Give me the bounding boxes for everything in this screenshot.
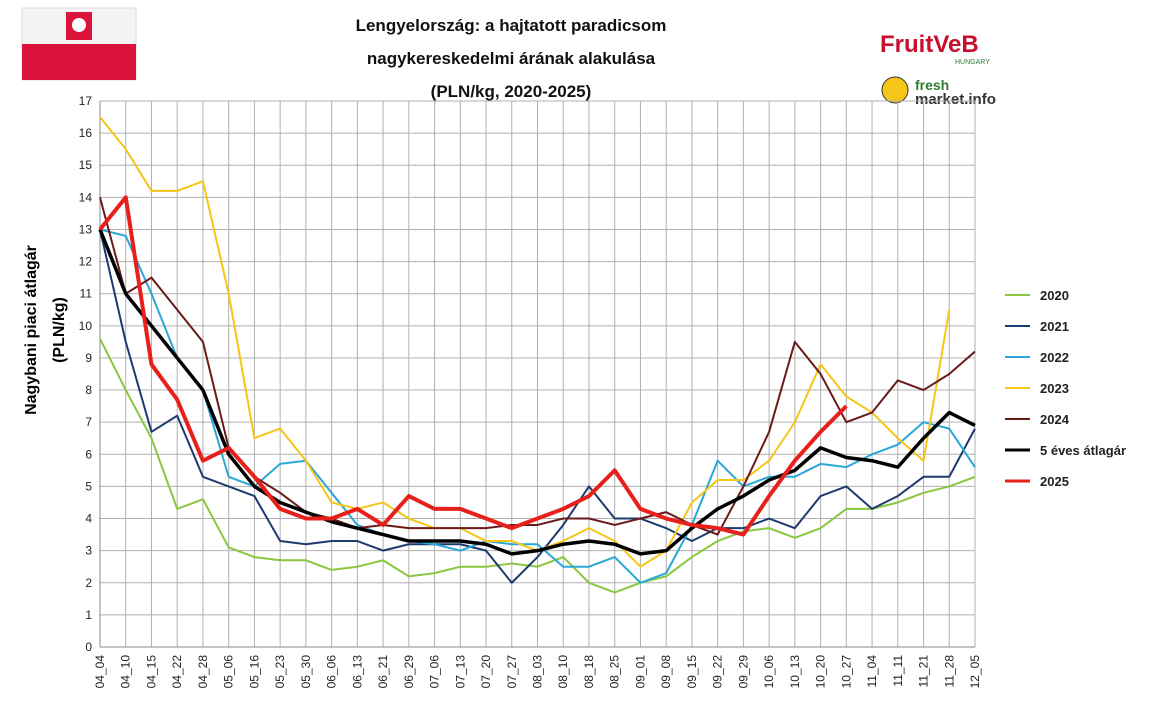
x-tick-label: 11_28 — [942, 655, 956, 688]
x-tick-label: 09_01 — [633, 655, 647, 689]
y-tick-label: 10 — [79, 319, 93, 333]
x-tick-label: 07_06 — [428, 655, 442, 689]
y-tick-label: 7 — [85, 415, 92, 429]
x-tick-label: 04_28 — [196, 655, 210, 689]
y-tick-label: 14 — [79, 190, 93, 204]
x-tick-label: 07_20 — [479, 655, 493, 689]
x-tick-label: 10_27 — [839, 655, 853, 689]
y-tick-label: 1 — [85, 608, 92, 622]
y-tick-label: 16 — [79, 126, 93, 140]
y-axis-title-line: (PLN/kg) — [51, 297, 68, 363]
y-tick-label: 3 — [85, 544, 92, 558]
y-tick-label: 4 — [85, 512, 92, 526]
y-axis-title-line: Nagybani piaci átlagár — [23, 245, 40, 415]
series-line — [99, 228, 976, 584]
legend-label: 5 éves átlagár — [1040, 443, 1126, 458]
chart-title: nagykereskedelmi árának alakulása — [367, 49, 656, 68]
y-tick-label: 15 — [79, 158, 93, 172]
legend-label: 2025 — [1040, 474, 1069, 489]
y-tick-label: 8 — [85, 383, 92, 397]
flag — [21, 7, 137, 81]
x-tick-label: 04_10 — [119, 655, 133, 689]
x-tick-label: 10_06 — [762, 655, 776, 689]
x-tick-label: 06_13 — [350, 655, 364, 689]
x-tick-label: 04_22 — [170, 655, 184, 689]
logo-text: HUNGARY — [955, 59, 990, 66]
x-tick-label: 07_13 — [453, 655, 467, 689]
x-tick-label: 06_21 — [376, 655, 390, 689]
logo-text: market.info — [915, 91, 996, 108]
x-tick-label: 09_29 — [736, 655, 750, 689]
x-tick-label: 09_08 — [659, 655, 673, 689]
x-tick-label: 11_21 — [917, 655, 931, 688]
x-tick-label: 11_04 — [865, 655, 879, 688]
x-tick-label: 05_06 — [222, 655, 236, 689]
series-line — [98, 228, 976, 556]
series-line — [99, 116, 951, 568]
y-tick-label: 13 — [79, 222, 93, 236]
logo-text: FruitVeB — [880, 31, 979, 58]
x-tick-label: 10_20 — [814, 655, 828, 689]
series-line — [98, 195, 848, 537]
legend-label: 2022 — [1040, 350, 1069, 365]
x-tick-label: 05_16 — [247, 655, 261, 689]
legend-label: 2024 — [1040, 412, 1070, 427]
chart-title: (PLN/kg, 2020-2025) — [431, 82, 592, 101]
series-line — [99, 338, 976, 594]
x-tick-label: 08_10 — [556, 655, 570, 689]
legend-label: 2021 — [1040, 319, 1069, 334]
x-tick-label: 08_03 — [531, 655, 545, 689]
chart-title: Lengyelország: a hajtatott paradicsom — [356, 16, 667, 35]
y-tick-label: 2 — [85, 576, 92, 590]
y-tick-label: 6 — [85, 447, 92, 461]
y-tick-label: 0 — [85, 640, 92, 654]
x-tick-label: 05_23 — [273, 655, 287, 689]
y-tick-label: 5 — [85, 479, 92, 493]
x-tick-label: 09_15 — [685, 655, 699, 689]
x-tick-label: 10_13 — [788, 655, 802, 689]
x-tick-label: 07_27 — [505, 655, 519, 689]
y-tick-label: 11 — [80, 287, 93, 301]
y-tick-label: 12 — [79, 255, 93, 269]
logo: FruitVeB HUNGARY fresh market.info — [880, 31, 996, 108]
x-tick-label: 04_04 — [93, 655, 107, 689]
x-tick-label: 12_05 — [968, 655, 982, 689]
x-tick-label: 08_25 — [608, 655, 622, 689]
y-tick-label: 17 — [79, 94, 93, 108]
x-tick-label: 05_30 — [299, 655, 313, 689]
legend-label: 2023 — [1040, 381, 1069, 396]
series-line — [99, 229, 976, 584]
y-tick-label: 9 — [85, 351, 92, 365]
x-tick-label: 08_18 — [582, 655, 596, 689]
x-tick-label: 06_06 — [325, 655, 339, 689]
x-tick-label: 06_29 — [402, 655, 416, 689]
y-axis-title: Nagybani piaci átlagár (PLN/kg) — [23, 245, 68, 415]
logo-text: fresh — [915, 77, 949, 93]
x-tick-label: 11_11 — [891, 655, 905, 687]
x-tick-label: 04_15 — [144, 655, 158, 689]
x-tick-label: 09_22 — [711, 655, 725, 689]
legend-label: 2020 — [1040, 288, 1069, 303]
